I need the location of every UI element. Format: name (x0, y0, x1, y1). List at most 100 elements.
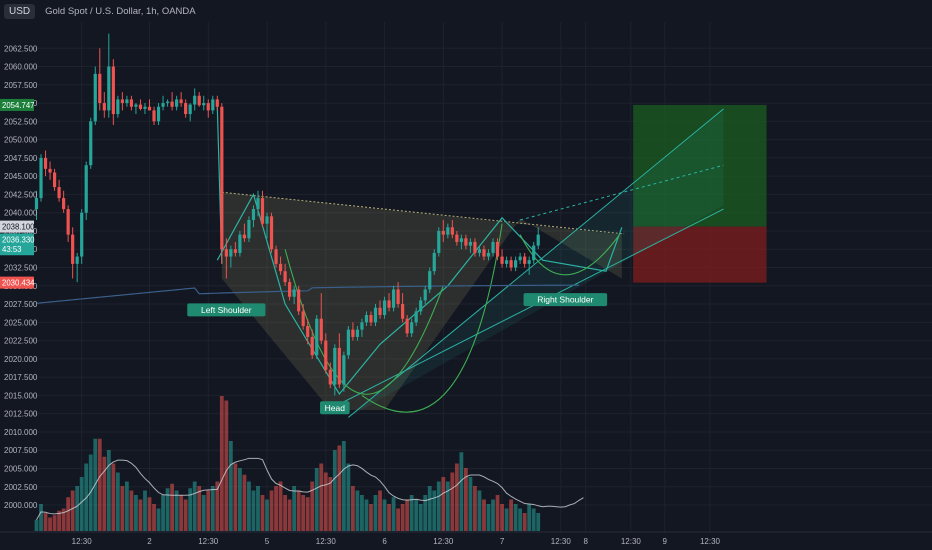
candle-body (342, 355, 346, 385)
volume-bar (206, 490, 211, 531)
candle-body (138, 104, 143, 109)
x-tick-label: 9 (663, 537, 668, 546)
volume-bar (292, 486, 297, 531)
candle-body (523, 256, 527, 264)
volume-bar (445, 481, 450, 531)
volume-bar (97, 438, 102, 531)
volume-bar (43, 513, 48, 531)
candle-body (211, 99, 215, 111)
price-label-text: 2054.747 (2, 101, 35, 110)
volume-bar (504, 508, 509, 531)
candle-body (107, 66, 111, 111)
price-label-text: 2030.434 (2, 279, 35, 288)
volume-bar (52, 515, 57, 531)
candle-body (156, 106, 161, 122)
candle-body (57, 187, 61, 199)
volume-bar (405, 499, 410, 531)
volume-bar (391, 497, 396, 531)
volume-bar (287, 499, 292, 531)
x-tick-label: 12:30 (316, 537, 337, 546)
price-axis[interactable]: 2062.5002060.0002057.5002055.0002052.500… (0, 44, 38, 510)
candle-body (473, 241, 477, 253)
candle-body (306, 325, 310, 337)
candle-body (52, 172, 57, 188)
candle-body (120, 99, 124, 104)
candle-body (301, 311, 305, 326)
candle-body (125, 99, 129, 104)
volume-bar (482, 499, 486, 531)
x-tick-label: 12:30 (198, 537, 219, 546)
arc-left (284, 249, 444, 395)
volume-bar (170, 483, 174, 531)
candle-body (251, 209, 256, 221)
volume-bar (310, 481, 315, 531)
candle-body (468, 241, 473, 246)
y-tick-label: 2027.500 (4, 300, 38, 309)
candle-body (66, 209, 70, 235)
y-tick-label: 2040.000 (4, 209, 38, 218)
zigzag-line (216, 192, 623, 395)
volume-bar (509, 499, 513, 531)
volume-bar (500, 504, 504, 531)
volume-bar (441, 477, 446, 531)
y-tick-label: 2062.500 (4, 44, 38, 53)
candle-body (405, 318, 409, 334)
target-zone (633, 104, 767, 227)
volume-bar (224, 400, 229, 531)
volume-bar (125, 481, 129, 531)
candle-body (532, 245, 536, 261)
y-tick-label: 2002.500 (4, 483, 38, 492)
time-axis[interactable]: 12:30 2 12:30 5 12:30 6 12:30 7 12:30 8 12:30 9 12:3… (0, 531, 932, 546)
volume-bar (337, 445, 342, 531)
candle-body (355, 329, 360, 337)
candle-body (147, 106, 152, 111)
volume-bar (201, 495, 206, 531)
volume-bar (450, 472, 455, 531)
pattern-overlays (36, 104, 767, 418)
volume-bar (165, 488, 170, 531)
y-tick-label: 2000.000 (4, 501, 38, 510)
candle-body (193, 95, 197, 105)
annotation-box (320, 401, 350, 415)
volume-bar (400, 504, 405, 531)
candle-body (71, 234, 75, 264)
volume-bar (215, 481, 220, 531)
candle-body (414, 311, 418, 323)
volume-bar (66, 497, 71, 531)
candle-body (310, 336, 314, 356)
y-tick-label: 2052.500 (4, 117, 38, 126)
candle-body (509, 260, 513, 268)
candle-body (491, 241, 495, 253)
volume-bar (382, 499, 387, 531)
candle-body (337, 347, 341, 385)
candle-body (477, 249, 482, 253)
price-label-box (0, 276, 34, 289)
candle-body (233, 249, 237, 253)
volume-bar (251, 490, 256, 531)
candle-body (283, 271, 287, 283)
candle-body (378, 307, 382, 316)
candle-body (48, 168, 52, 173)
volume-bar (464, 468, 468, 531)
x-tick-label: 8 (583, 537, 588, 546)
candle-body (143, 106, 147, 109)
candle-body (518, 256, 522, 261)
volume-bar (360, 495, 364, 531)
candle-body (43, 157, 48, 169)
symbol-badge[interactable]: USD (4, 3, 36, 19)
volume-bar (454, 463, 459, 531)
candle-body (175, 99, 179, 107)
candle-body (504, 260, 509, 264)
volume-bar (536, 513, 541, 531)
candle-body (39, 157, 43, 199)
y-tick-label: 2025.000 (4, 318, 38, 327)
x-tick-label: 5 (265, 537, 270, 546)
volume-bar (323, 472, 328, 531)
volume-bar (351, 486, 355, 531)
candle-body (536, 234, 540, 246)
channel-mid (520, 164, 724, 221)
channel-upper (348, 108, 724, 418)
y-tick-label: 2015.000 (4, 391, 38, 400)
volume-bar (332, 450, 337, 531)
